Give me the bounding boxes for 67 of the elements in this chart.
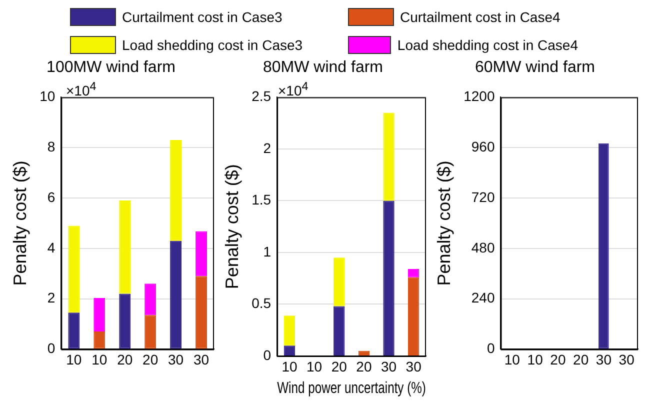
y-tick-label: 960: [471, 138, 495, 154]
bar: [170, 240, 182, 349]
x-tick-label: 20: [356, 358, 372, 374]
bar: [68, 226, 80, 313]
y-tick-label: 2: [47, 290, 56, 306]
legend-label: Load shedding cost in Case3: [121, 36, 304, 55]
bar: [196, 231, 207, 276]
bar: [334, 306, 345, 356]
bar: [383, 200, 394, 356]
y-axis-title: Penalty cost ($): [10, 160, 30, 286]
annotation: ×10$^{4}$: [278, 80, 308, 99]
x-tick-label: 10: [66, 351, 82, 368]
x-axis-title: Wind power uncertainty (%): [277, 379, 426, 398]
x-tick-label: 30: [193, 351, 210, 368]
x-tick-label: 30: [380, 358, 397, 374]
y-tick-label: 1200: [464, 88, 495, 104]
x-tick-label: 20: [573, 351, 589, 368]
y-tick-label: 240: [471, 290, 495, 306]
y-tick-label: 8: [47, 138, 56, 154]
bar: [119, 294, 131, 349]
bar: [144, 315, 156, 349]
y-tick-label: 2.5: [252, 88, 272, 104]
y-axis-title: Penalty cost ($): [434, 160, 454, 286]
chart-title: 60MW wind farm: [474, 59, 596, 76]
y-tick-label: 720: [471, 188, 495, 205]
bar: [119, 200, 131, 294]
bar: [196, 276, 207, 349]
x-tick-label: 10: [527, 351, 544, 368]
x-tick-label: 30: [618, 351, 635, 368]
x-tick-label: 30: [596, 351, 612, 368]
x-tick-label: 20: [117, 351, 133, 368]
y-axis-title: Penalty cost ($): [222, 164, 242, 290]
x-tick-label: 30: [406, 358, 422, 374]
bar: [94, 298, 106, 332]
bar: [170, 140, 182, 241]
legend-label: Load shedding cost in Case4: [396, 36, 578, 55]
x-tick-label: 20: [550, 351, 566, 368]
x-tick-label: 10: [306, 358, 322, 374]
legend-label: Curtailment cost in Case3: [121, 8, 284, 27]
bar: [68, 312, 80, 349]
x-tick-label: 20: [331, 358, 348, 374]
annotation: ×10$^{4}$: [66, 80, 96, 99]
chart-title: 80MW wind farm: [262, 59, 384, 76]
y-tick-label: 0.5: [252, 295, 272, 312]
y-tick-label: 0: [486, 340, 495, 356]
y-tick-label: 10: [40, 88, 56, 104]
y-tick-label: 6: [47, 188, 56, 205]
x-tick-label: 20: [142, 351, 158, 368]
y-tick-label: 1.5: [252, 192, 272, 208]
x-tick-label: 10: [92, 351, 108, 368]
bar: [284, 316, 296, 346]
bar: [383, 112, 394, 201]
y-tick-label: 480: [471, 239, 495, 256]
x-tick-label: 30: [168, 351, 184, 368]
y-tick-label: 4: [47, 239, 56, 256]
bar: [144, 284, 156, 316]
bar: [334, 258, 345, 306]
bar: [358, 350, 370, 356]
x-tick-label: 10: [282, 358, 298, 374]
y-tick-label: 0: [47, 340, 56, 356]
y-tick-label: 1: [263, 243, 272, 260]
chart-title: 100MW wind farm: [46, 59, 176, 76]
bar: [408, 277, 420, 356]
y-tick-label: 0: [263, 346, 272, 363]
legend-label: Curtailment cost in Case4: [399, 8, 562, 27]
x-tick-label: 10: [504, 351, 520, 368]
y-tick-label: 2: [263, 140, 272, 156]
